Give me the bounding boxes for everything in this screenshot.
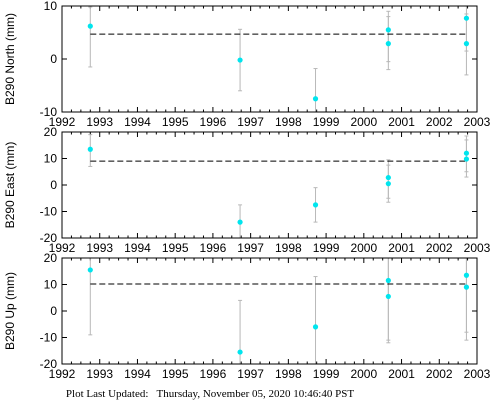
data-point <box>385 293 391 300</box>
x-tick-label: 1997 <box>237 241 264 255</box>
x-tick-label: 2003 <box>464 367 491 381</box>
x-tick-label: 2002 <box>426 367 453 381</box>
x-tick-label: 2001 <box>388 115 415 129</box>
data-point <box>463 41 470 47</box>
data-point <box>237 57 243 63</box>
data-point <box>312 324 319 330</box>
x-tick-label: 1995 <box>162 115 189 129</box>
x-tick-label: 1995 <box>162 241 189 255</box>
x-tick-label: 2000 <box>350 367 377 381</box>
panel-up: 1992 1993 1994 1995 1996 1997 1998 1999 2000 2001… <box>3 251 491 381</box>
data-point <box>385 27 391 33</box>
x-tick-label: 1993 <box>86 367 113 381</box>
x-tick-label: 2002 <box>426 115 453 129</box>
x-tick-label: 2002 <box>426 241 453 255</box>
data-point <box>463 272 470 278</box>
y-tick-label: 0 <box>50 52 57 66</box>
y-axis-label: B290 East (mm) <box>3 142 17 229</box>
y-axis-label: B290 Up (mm) <box>3 272 17 350</box>
y-tick-label: -10 <box>40 331 58 345</box>
plot-frame <box>61 131 478 239</box>
x-tick-label: 1994 <box>124 115 151 129</box>
x-tick-label: 1994 <box>124 367 151 381</box>
x-tick-label: 1994 <box>124 241 151 255</box>
y-tick-label: 10 <box>44 278 58 292</box>
x-tick-label: 2003 <box>464 115 491 129</box>
y-tick-label: 20 <box>44 125 58 139</box>
data-point <box>312 202 319 208</box>
x-tick-label: 1993 <box>86 241 113 255</box>
data-point <box>463 284 470 290</box>
data-point <box>385 41 391 47</box>
x-tick-label: 1997 <box>237 115 264 129</box>
x-tick-label: 1999 <box>313 241 340 255</box>
data-point <box>237 219 243 225</box>
x-tick-label: 1998 <box>275 115 302 129</box>
x-tick-label: 2000 <box>350 115 377 129</box>
y-tick-label: -10 <box>40 105 58 119</box>
x-tick-label: 1992 <box>49 241 76 255</box>
data-point <box>385 181 391 187</box>
data-point <box>87 267 93 273</box>
footer-timestamp: Thursday, November 05, 2020 10:46:40 PST <box>156 388 355 400</box>
x-tick-label: 1998 <box>275 367 302 381</box>
y-tick-label: 0 <box>50 304 57 318</box>
plot-frame <box>61 257 478 365</box>
x-tick-label: 1999 <box>313 115 340 129</box>
plot-frame <box>61 5 478 113</box>
data-point <box>385 277 391 284</box>
y-tick-label: -10 <box>40 205 58 219</box>
x-tick-label: 1992 <box>49 367 76 381</box>
x-tick-label: 1995 <box>162 367 189 381</box>
data-point <box>463 156 470 162</box>
y-tick-label: -20 <box>40 357 58 371</box>
x-tick-label: 2003 <box>464 241 491 255</box>
y-tick-label: 10 <box>44 152 58 166</box>
x-tick-label: 1996 <box>200 367 227 381</box>
x-tick-label: 1992 <box>49 115 76 129</box>
panel-east: 1992 1993 1994 1995 1996 1997 1998 1999 2000 2001… <box>3 125 491 255</box>
data-point <box>463 150 470 156</box>
x-tick-label: 1996 <box>200 115 227 129</box>
data-point <box>385 174 391 181</box>
data-point <box>463 15 470 21</box>
x-tick-label: 1998 <box>275 241 302 255</box>
x-tick-label: 2001 <box>388 241 415 255</box>
x-tick-label: 1999 <box>313 367 340 381</box>
data-point <box>87 146 93 152</box>
data-point <box>237 349 243 355</box>
x-tick-label: 1996 <box>200 241 227 255</box>
footer: Plot Last Updated: Thursday, November 05… <box>0 388 420 400</box>
x-tick-label: 2000 <box>350 241 377 255</box>
y-tick-label: 20 <box>44 251 58 265</box>
y-tick-label: 0 <box>50 178 57 192</box>
y-tick-label: 10 <box>44 0 58 13</box>
data-point <box>87 23 93 29</box>
x-tick-label: 1993 <box>86 115 113 129</box>
x-tick-label: 1997 <box>237 367 264 381</box>
data-point <box>312 96 319 102</box>
y-tick-label: -20 <box>40 231 58 245</box>
panel-north: 1992 1993 1994 1995 1996 1997 1998 1999 2000 2001… <box>3 0 491 129</box>
footer-label: Plot Last Updated: <box>65 388 149 400</box>
x-tick-label: 2001 <box>388 367 415 381</box>
y-axis-label: B290 North (mm) <box>3 13 17 105</box>
